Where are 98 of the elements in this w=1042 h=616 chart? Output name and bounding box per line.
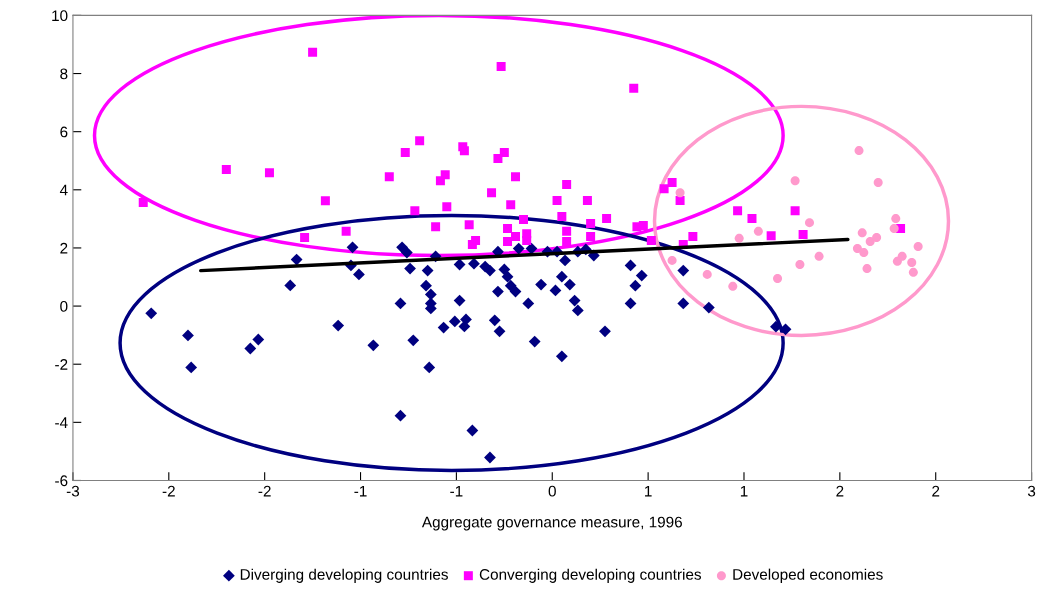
legend-label: Developed economies bbox=[733, 568, 883, 583]
x-tick-label: 3 bbox=[1027, 485, 1036, 497]
x-tick-label: 0 bbox=[548, 485, 556, 497]
point bbox=[464, 220, 474, 230]
point bbox=[503, 223, 513, 233]
point bbox=[733, 206, 743, 216]
point bbox=[659, 184, 669, 194]
point bbox=[519, 214, 528, 224]
point bbox=[557, 212, 567, 222]
point bbox=[511, 232, 521, 242]
y-tick-label: -2 bbox=[55, 359, 68, 370]
point bbox=[440, 170, 450, 180]
point bbox=[442, 202, 452, 212]
point bbox=[908, 267, 918, 277]
legend-label: Diverging developing countries bbox=[240, 568, 448, 583]
point bbox=[562, 180, 572, 190]
point bbox=[688, 232, 698, 242]
y-tick-label: 10 bbox=[52, 10, 68, 22]
point bbox=[300, 232, 310, 242]
point bbox=[891, 214, 901, 224]
point bbox=[582, 196, 592, 206]
point bbox=[264, 168, 274, 178]
point bbox=[747, 214, 757, 224]
point bbox=[499, 148, 509, 158]
point bbox=[496, 62, 506, 72]
point bbox=[638, 221, 648, 231]
y-tick-label: 4 bbox=[59, 184, 68, 196]
point bbox=[586, 232, 596, 242]
x-axis-title: Aggregate governance measure, 1996 bbox=[421, 516, 682, 531]
point bbox=[814, 251, 824, 261]
x-tick-label: -3 bbox=[66, 485, 80, 497]
point bbox=[859, 248, 869, 258]
point bbox=[766, 231, 776, 241]
point bbox=[138, 198, 148, 208]
point bbox=[790, 176, 800, 186]
point bbox=[410, 206, 420, 216]
point bbox=[790, 206, 800, 216]
point bbox=[415, 136, 425, 146]
point bbox=[221, 164, 231, 174]
point bbox=[629, 83, 639, 93]
point bbox=[804, 218, 814, 228]
point bbox=[562, 226, 572, 236]
x-tick-label: -1 bbox=[354, 485, 367, 497]
point bbox=[889, 223, 899, 233]
y-tick-label: 0 bbox=[60, 300, 68, 312]
point bbox=[675, 188, 685, 198]
point bbox=[873, 178, 883, 188]
point bbox=[503, 237, 513, 247]
point bbox=[667, 178, 677, 188]
point bbox=[913, 241, 923, 251]
point bbox=[734, 233, 744, 243]
x-tick-label: -2 bbox=[258, 485, 271, 497]
y-tick-label: 2 bbox=[60, 242, 68, 254]
point bbox=[872, 232, 882, 242]
y-tick-label: 6 bbox=[60, 126, 68, 138]
point bbox=[431, 222, 441, 232]
point bbox=[773, 273, 783, 283]
legend-label: Converging developing countries bbox=[479, 568, 702, 583]
point bbox=[487, 188, 497, 198]
point bbox=[400, 148, 410, 158]
x-tick-label: 2 bbox=[836, 485, 844, 497]
point bbox=[857, 228, 867, 238]
point bbox=[511, 172, 521, 182]
point bbox=[586, 219, 596, 229]
point bbox=[320, 196, 330, 206]
point bbox=[795, 260, 805, 270]
point bbox=[862, 264, 872, 274]
point bbox=[506, 200, 516, 210]
point bbox=[646, 235, 656, 245]
point bbox=[728, 281, 738, 291]
point bbox=[384, 172, 394, 182]
point bbox=[667, 255, 677, 265]
point bbox=[892, 256, 902, 266]
y-tick-label: 8 bbox=[60, 68, 68, 80]
point bbox=[865, 237, 875, 247]
x-tick-label: -2 bbox=[162, 485, 175, 497]
point bbox=[854, 146, 864, 156]
x-tick-label: 1 bbox=[740, 485, 748, 497]
point bbox=[459, 146, 469, 156]
x-tick-label: 2 bbox=[932, 485, 940, 497]
point bbox=[471, 235, 481, 245]
point bbox=[702, 269, 712, 279]
point bbox=[675, 196, 685, 206]
point bbox=[852, 244, 862, 254]
x-tick-label: 1 bbox=[645, 485, 652, 497]
point bbox=[308, 47, 318, 57]
x-tick-label: -1 bbox=[450, 485, 463, 497]
point bbox=[907, 257, 917, 267]
y-tick-label: -4 bbox=[55, 417, 68, 428]
point bbox=[493, 153, 503, 163]
point bbox=[798, 230, 808, 240]
point bbox=[552, 196, 562, 206]
point bbox=[753, 226, 763, 236]
point bbox=[562, 237, 572, 247]
point bbox=[341, 226, 351, 236]
y-tick-label: -6 bbox=[55, 475, 68, 487]
point bbox=[602, 214, 612, 224]
point bbox=[522, 235, 532, 245]
